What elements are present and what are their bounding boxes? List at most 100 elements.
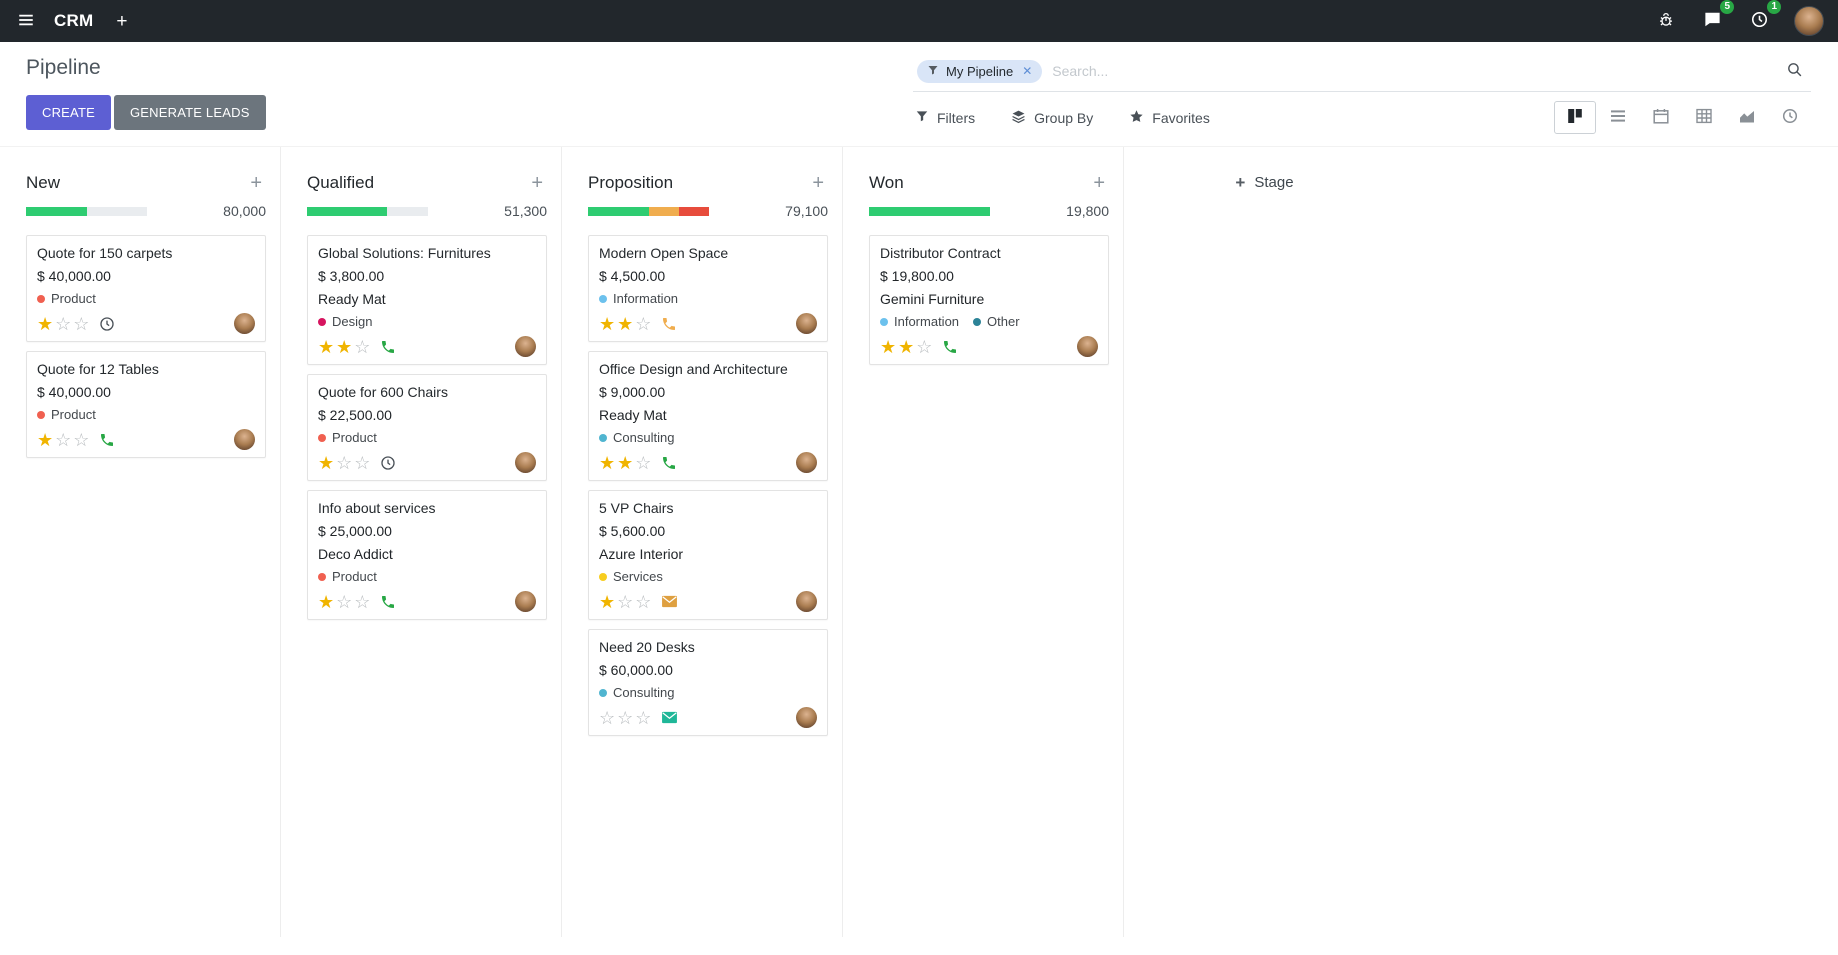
star-icon[interactable]: ☆ (617, 707, 634, 728)
activities-button[interactable]: 1 (1747, 0, 1781, 35)
favorites-button[interactable]: Favorites (1127, 105, 1212, 131)
column-progressbar[interactable] (869, 206, 990, 216)
star-icon[interactable]: ★ (37, 313, 54, 334)
progress-segment[interactable] (588, 206, 649, 216)
search-submit-button[interactable] (1784, 59, 1805, 83)
kanban-card[interactable]: Quote for 12 Tables $ 40,000.00 Product ★ ☆ ☆ (26, 351, 266, 458)
add-stage-button[interactable]: + Stage (1235, 174, 1293, 191)
star-icon[interactable]: ☆ (354, 336, 371, 357)
star-icon[interactable]: ☆ (55, 429, 72, 450)
clock-activity-icon[interactable] (380, 455, 396, 471)
salesperson-avatar[interactable] (1077, 336, 1098, 357)
kanban-card[interactable]: Distributor Contract $ 19,800.00 Gemini Fu… (869, 235, 1109, 365)
star-icon[interactable]: ☆ (73, 429, 90, 450)
phone-activity-icon[interactable] (380, 594, 396, 610)
kanban-card[interactable]: Quote for 150 carpets $ 40,000.00 Product ★… (26, 235, 266, 342)
star-icon[interactable]: ☆ (55, 313, 72, 334)
star-icon[interactable]: ☆ (635, 313, 652, 334)
view-switch-calendar[interactable] (1640, 101, 1682, 134)
star-icon[interactable]: ★ (599, 591, 616, 612)
clock-activity-icon[interactable] (99, 316, 115, 332)
column-quick-create-button[interactable]: + (250, 172, 262, 194)
phone-activity-icon[interactable] (661, 316, 677, 332)
column-quick-create-button[interactable]: + (812, 172, 824, 194)
star-icon[interactable]: ☆ (635, 707, 652, 728)
salesperson-avatar[interactable] (796, 313, 817, 334)
phone-activity-icon[interactable] (99, 432, 115, 448)
salesperson-avatar[interactable] (515, 336, 536, 357)
star-icon[interactable]: ☆ (336, 452, 353, 473)
mail-activity-icon[interactable] (661, 594, 678, 609)
star-icon[interactable]: ★ (318, 336, 335, 357)
kanban-card[interactable]: Office Design and Architecture $ 9,000.00… (588, 351, 828, 481)
star-icon[interactable]: ☆ (916, 336, 933, 357)
progress-segment[interactable] (307, 206, 387, 216)
generate-leads-button[interactable]: GENERATE LEADS (113, 95, 266, 130)
star-icon[interactable]: ★ (898, 336, 915, 357)
search-input[interactable] (1050, 62, 1776, 80)
salesperson-avatar[interactable] (234, 429, 255, 450)
progress-segment[interactable] (678, 206, 709, 216)
search-facet[interactable]: My Pipeline ✕ (917, 59, 1043, 83)
column-progressbar[interactable] (588, 206, 709, 216)
star-icon[interactable]: ★ (336, 336, 353, 357)
tag-label: Information (613, 291, 679, 306)
star-icon[interactable]: ★ (599, 452, 616, 473)
apps-menu-button[interactable] (14, 8, 38, 35)
quick-add-button[interactable]: + (113, 9, 130, 34)
kanban-card[interactable]: Info about services $ 25,000.00 Deco Addic… (307, 490, 547, 620)
view-switch-list[interactable] (1597, 101, 1639, 134)
view-switch-pivot[interactable] (1683, 101, 1725, 134)
star-icon[interactable]: ☆ (336, 591, 353, 612)
star-icon[interactable]: ★ (37, 429, 54, 450)
star-icon[interactable]: ☆ (354, 591, 371, 612)
progress-segment[interactable] (26, 206, 87, 216)
phone-activity-icon[interactable] (942, 339, 958, 355)
star-icon[interactable]: ☆ (599, 707, 616, 728)
column-quick-create-button[interactable]: + (531, 172, 543, 194)
debug-button[interactable] (1654, 8, 1678, 35)
view-switch-graph[interactable] (1726, 101, 1768, 134)
star-icon[interactable]: ☆ (73, 313, 90, 334)
facet-remove-icon[interactable]: ✕ (1022, 64, 1033, 78)
column-progressbar[interactable] (307, 206, 428, 216)
salesperson-avatar[interactable] (515, 591, 536, 612)
star-icon[interactable]: ★ (617, 313, 634, 334)
group-by-button[interactable]: Group By (1009, 105, 1095, 131)
kanban-card[interactable]: Modern Open Space $ 4,500.00 Information ★ ★… (588, 235, 828, 342)
star-icon[interactable]: ★ (599, 313, 616, 334)
create-button[interactable]: CREATE (26, 95, 111, 130)
salesperson-avatar[interactable] (796, 591, 817, 612)
messages-button[interactable]: 5 (1700, 0, 1734, 35)
star-icon[interactable]: ★ (617, 452, 634, 473)
kanban-card[interactable]: Global Solutions: Furnitures $ 3,800.00 Re… (307, 235, 547, 365)
column-progressbar[interactable] (26, 206, 147, 216)
search-bar[interactable]: My Pipeline ✕ (913, 56, 1811, 92)
user-avatar[interactable] (1794, 6, 1824, 36)
star-icon[interactable]: ☆ (617, 591, 634, 612)
mail-activity-icon[interactable] (661, 710, 678, 725)
star-icon[interactable]: ☆ (635, 452, 652, 473)
column-quick-create-button[interactable]: + (1093, 172, 1105, 194)
filters-button[interactable]: Filters (913, 105, 977, 131)
kanban-card[interactable]: Quote for 600 Chairs $ 22,500.00 Product ★ ☆… (307, 374, 547, 481)
priority-stars: ★ ☆ ☆ (37, 315, 89, 333)
salesperson-avatar[interactable] (796, 452, 817, 473)
star-icon[interactable]: ☆ (635, 591, 652, 612)
salesperson-avatar[interactable] (796, 707, 817, 728)
app-name[interactable]: CRM (54, 11, 94, 30)
view-switch-activity[interactable] (1769, 101, 1811, 134)
star-icon[interactable]: ★ (318, 452, 335, 473)
salesperson-avatar[interactable] (515, 452, 536, 473)
star-icon[interactable]: ☆ (354, 452, 371, 473)
kanban-card[interactable]: Need 20 Desks $ 60,000.00 Consulting ☆ ☆ ☆ (588, 629, 828, 736)
phone-activity-icon[interactable] (380, 339, 396, 355)
salesperson-avatar[interactable] (234, 313, 255, 334)
star-icon[interactable]: ★ (880, 336, 897, 357)
phone-activity-icon[interactable] (661, 455, 677, 471)
star-icon[interactable]: ★ (318, 591, 335, 612)
view-switch-kanban[interactable] (1554, 101, 1596, 134)
kanban-card[interactable]: 5 VP Chairs $ 5,600.00 Azure Interior Servi… (588, 490, 828, 620)
progress-segment[interactable] (869, 206, 990, 216)
progress-segment[interactable] (648, 206, 679, 216)
